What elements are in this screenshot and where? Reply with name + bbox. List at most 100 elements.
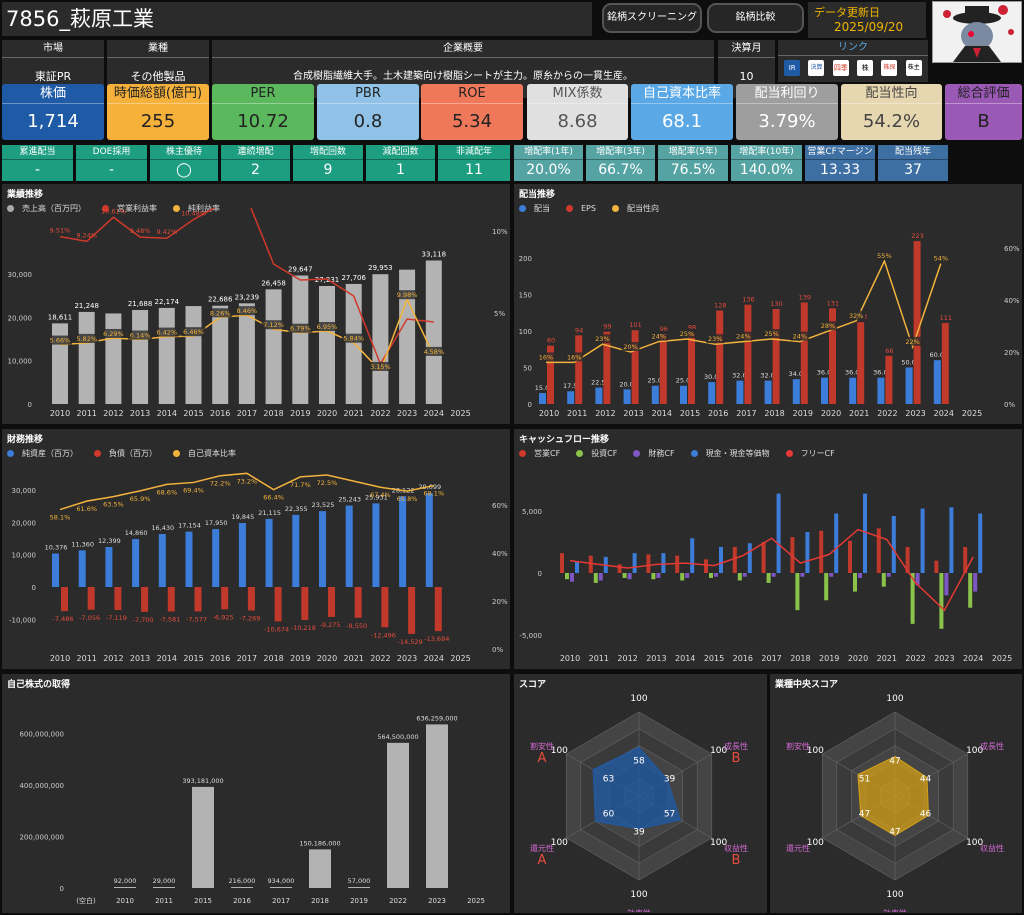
legend-item: 負債（百万）: [94, 449, 165, 458]
stat-value: 20.0%: [526, 162, 571, 178]
legend-item: EPS: [566, 204, 604, 213]
operating-cf-bar: [732, 546, 737, 573]
x-tick-label: 2019: [290, 409, 310, 418]
equity-bar: [238, 522, 246, 587]
cash-bar: [805, 532, 810, 573]
operating-cf-bar: [905, 546, 910, 573]
dividend-label: 36.0: [817, 369, 831, 377]
operating-cf-bar: [560, 553, 564, 573]
stat-value: -: [34, 162, 41, 178]
dividend-bar: [764, 380, 772, 404]
sales-label: 21,688: [128, 300, 153, 308]
investing-cf-bar: [737, 573, 742, 581]
kpi-tile: 自己資本比率 68.1: [631, 84, 733, 140]
legend-dot: [690, 450, 698, 457]
stat-label: 配当残年: [878, 145, 948, 160]
label-bg: [315, 322, 339, 332]
x-tick-label: 2020: [821, 409, 841, 418]
radar-grade: B: [732, 853, 741, 868]
net-margin-label: 6.79%: [290, 325, 311, 333]
payout-label: 23%: [595, 335, 609, 343]
x-tick-label: 2015: [704, 654, 724, 663]
radar-max: 100: [807, 746, 824, 756]
legend-text: 配当性向: [626, 204, 659, 213]
net-margin-label: 6.42%: [156, 329, 177, 337]
radar-max: 100: [807, 838, 824, 848]
dividend-bar: [736, 380, 744, 404]
x-tick-label: 2015: [183, 654, 203, 663]
fiscal-month-header: 決算月: [718, 40, 775, 58]
ir-link-icon[interactable]: IR: [784, 60, 801, 76]
label-bg: [903, 336, 922, 346]
x-tick-label: 2015: [183, 409, 203, 418]
net-margin-label: 6.46%: [183, 328, 204, 336]
equity-bar: [78, 550, 86, 587]
radar-max: 100: [886, 694, 903, 704]
stock-link-icon[interactable]: 株: [857, 60, 874, 76]
compare-button[interactable]: 銘柄比較: [707, 3, 804, 33]
sales-bar: [425, 260, 442, 404]
eps-label: 128: [714, 302, 726, 310]
equity-label: 10,376: [45, 544, 68, 552]
operating-cf-bar: [934, 560, 939, 573]
dividend-legend: 配当 EPS 配当性向: [514, 203, 1022, 214]
x-tick-label: 2025: [962, 409, 982, 418]
x-tick-label: 2023: [905, 409, 925, 418]
shareholder-link-icon[interactable]: 株主: [905, 60, 922, 76]
kessan-link-icon[interactable]: 決算: [808, 60, 825, 76]
x-tick-label: 2017: [272, 897, 290, 905]
x-tick-label: 2022: [905, 654, 925, 663]
legend-text: 負債（百万）: [109, 449, 157, 458]
screening-button[interactable]: 銘柄スクリーニング: [602, 3, 702, 33]
eps-label: 223: [911, 232, 923, 240]
kpi-value: 1,714: [27, 111, 79, 132]
label-bg: [368, 361, 393, 371]
stat-label: DOE採用: [76, 145, 147, 160]
kabutan-link-icon[interactable]: 株探: [881, 60, 898, 76]
eps-bar: [941, 322, 949, 404]
update-date: 2025/09/20: [834, 20, 904, 34]
x-tick-label: 2020: [317, 654, 337, 663]
eps-label: 80: [547, 337, 555, 345]
dividend-bar: [539, 393, 546, 404]
links-cell: リンク IR 決算 四季 株 株探 株主: [778, 40, 928, 82]
x-tick-label: 2010: [560, 654, 580, 663]
market-header: 市場: [2, 40, 104, 58]
x-tick-label: 2022: [389, 897, 407, 905]
stat-value: 11: [465, 162, 483, 178]
stat-value: 2: [251, 162, 260, 178]
debt-bar: [167, 587, 175, 612]
y-tick-label: 30,000: [8, 271, 33, 279]
legend-text: 現金・現金等価物: [705, 449, 770, 458]
kpi-label: 自己資本比率: [631, 84, 733, 104]
equity-label: 17,950: [205, 519, 228, 527]
op-margin-label: 9.48%: [130, 227, 151, 235]
financing-cf-bar: [944, 573, 949, 596]
sales-bar: [319, 285, 335, 404]
legend-text: フリーCF: [800, 449, 835, 458]
debt-label: -7,577: [186, 615, 207, 623]
sales-bar: [158, 307, 175, 404]
equity-label: 21,115: [258, 509, 281, 517]
shikiho-link-icon[interactable]: 四季: [832, 60, 849, 76]
stat-value: 76.5%: [670, 162, 716, 178]
stat-tile: 増配回数 9: [293, 145, 363, 181]
stat-tile: 累進配当 -: [2, 145, 73, 181]
legend-item: 現金・現金等価物: [690, 449, 778, 458]
y-tick-label: 200: [519, 255, 532, 263]
financing-cf-bar: [829, 573, 834, 577]
radar-area: [592, 746, 682, 830]
eps-bar: [688, 332, 695, 404]
payout-label: 54%: [934, 255, 948, 263]
dividend-label: 32.0: [732, 372, 746, 380]
label-bg: [341, 333, 366, 343]
x-tick-label: 2014: [652, 409, 672, 418]
radar-area: [857, 755, 929, 837]
score-title: スコア: [519, 680, 547, 690]
label-bg: [421, 346, 446, 356]
payout-label: 28%: [821, 322, 835, 330]
x-tick-label: 2012: [103, 409, 123, 418]
financing-cf-bar: [742, 573, 747, 577]
y2-tick-label: 10%: [492, 228, 508, 236]
net-margin-label: 7.12%: [263, 321, 284, 329]
